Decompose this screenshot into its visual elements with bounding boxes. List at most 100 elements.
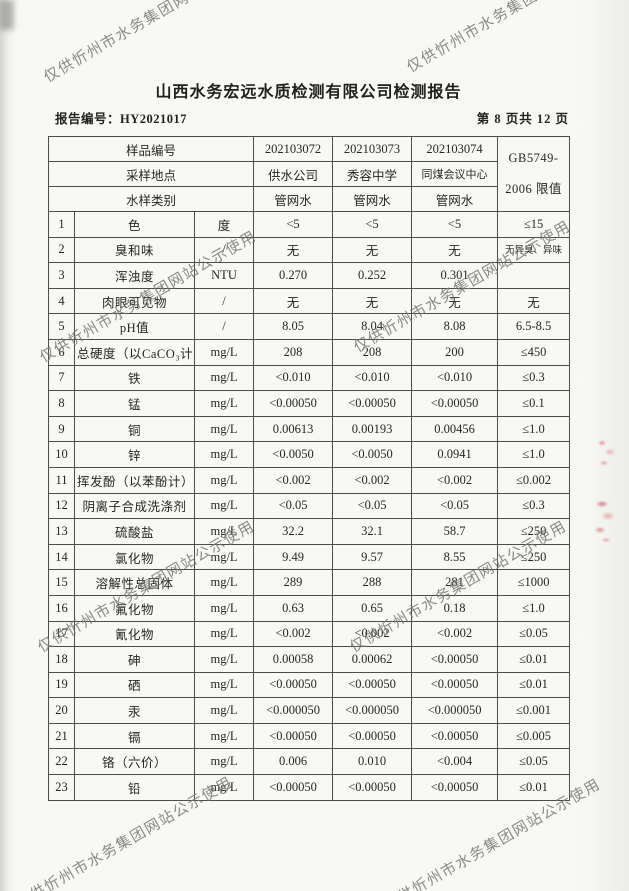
limit-value-cell-text: 无异臭、异味: [505, 246, 563, 257]
unit-cell: mg/L: [193, 492, 255, 520]
unit-cell: mg/L: [193, 390, 255, 417]
sample2-value-cell: <5: [332, 211, 413, 238]
table-row: 9 铜 mg/L 0.00613 0.00193 0.00456 ≤1.0: [48, 415, 571, 443]
row-number-cell: 4: [48, 287, 75, 315]
unit-cell: NTU: [193, 262, 255, 289]
sample1-value-cell-text: <5: [286, 216, 300, 231]
unit-cell-text: mg/L: [210, 523, 238, 538]
row-number-cell: 19: [48, 671, 75, 699]
sample2-value-cell: <0.0050: [332, 441, 413, 468]
row-number-cell: 23: [48, 774, 75, 801]
table-row: 16 氟化物 mg/L 0.63 0.65 0.18 ≤1.0: [48, 594, 571, 622]
table-row: 7 铁 mg/L <0.010 <0.010 <0.010 ≤0.3: [48, 364, 571, 392]
item-name-cell-text: 氰化物: [114, 628, 154, 643]
item-name-cell-text: 挥发酚（以苯酚计）: [77, 474, 195, 489]
unit-cell: mg/L: [193, 697, 255, 724]
unit-cell: /: [193, 287, 255, 315]
sample3-value-cell-text: 0.18: [443, 600, 466, 615]
sample3-value-cell-text: 8.08: [443, 319, 466, 334]
sample3-value-cell-text: <0.002: [436, 626, 473, 641]
item-name-cell: 色: [74, 211, 195, 238]
unit-cell-text: mg/L: [210, 498, 238, 513]
sample3-value-cell-text: <0.004: [436, 754, 473, 769]
row-number-cell-text: 2: [58, 242, 65, 257]
row-number-cell: 17: [48, 620, 75, 648]
item-name-cell-text: 汞: [127, 705, 141, 720]
row-number-cell-text: 17: [55, 626, 68, 641]
sample2-value-cell: <0.002: [332, 620, 413, 648]
sample2-value-cell: 8.04: [332, 313, 413, 340]
unit-cell-text: /: [222, 293, 226, 308]
sample2-value-cell: <0.00050: [332, 390, 413, 417]
sample3-value-cell: 0.301: [411, 262, 499, 289]
row-number-cell: 20: [48, 697, 75, 724]
item-name-cell-text: 氟化物: [114, 602, 154, 617]
sample1-value-cell-text: <0.002: [275, 626, 311, 641]
sample1-value-cell-text: <0.000050: [266, 703, 320, 718]
sample2-value-cell-text: 0.00193: [351, 421, 393, 436]
sample3-value-cell: 200: [411, 338, 499, 366]
unit-cell-text: mg/L: [210, 549, 238, 564]
scan-corner-artifact: [0, 0, 14, 30]
row-number-cell: 12: [48, 492, 75, 520]
sample3-value-cell-text: <0.05: [440, 498, 469, 513]
item-name-cell-text: 氯化物: [114, 551, 154, 566]
row-number-cell-text: 12: [55, 498, 68, 513]
limit-value-cell: ≤1000: [497, 569, 571, 596]
row-number-cell-text: 20: [55, 703, 68, 718]
limit-value-cell-text: 6.5-8.5: [515, 319, 552, 334]
sample3-value-cell: 58.7: [411, 518, 499, 545]
sample2-value-cell: 288: [332, 569, 413, 596]
sample2-value-cell-text: 288: [362, 575, 382, 590]
row-number-cell: 5: [48, 313, 75, 340]
limit-value-cell: ≤0.005: [497, 722, 571, 750]
table-row: 11 挥发酚（以苯酚计） mg/L <0.002 <0.002 <0.002 ≤0.002: [48, 466, 571, 494]
sample2-value-cell-text: <0.00050: [348, 728, 396, 743]
sample1-value-cell-text: <0.00050: [269, 395, 317, 410]
table-row: 13 硫酸盐 mg/L 32.2 32.1 58.7 ≤250: [48, 518, 571, 545]
sample3-value-cell-text: 0.0941: [437, 447, 472, 462]
unit-cell-text: mg/L: [210, 651, 238, 666]
limit-value-cell: ≤0.01: [497, 646, 571, 673]
sample2-value-cell: 208: [332, 338, 413, 366]
sample2-value-cell-text: 0.252: [357, 267, 387, 282]
header-row-location: 采样地点 供水公司 秀容中学 同煤会议中心: [47, 161, 570, 187]
sample-id-cell: 202103073: [332, 136, 413, 162]
item-name-cell-text: 铬（六价）: [101, 756, 167, 771]
sample1-value-cell-text: <0.010: [275, 370, 311, 385]
unit-cell: mg/L: [193, 338, 255, 366]
row-number-cell-text: 13: [55, 523, 68, 538]
limit-value-cell-text: ≤0.3: [522, 370, 545, 385]
sample2-value-cell: 0.65: [332, 594, 413, 622]
item-name-cell-text: 铅: [127, 781, 141, 796]
sample1-value-cell: <5: [253, 211, 334, 238]
row-number-cell: 8: [48, 390, 75, 417]
sample-location-cell: 供水公司: [253, 161, 334, 187]
unit-cell: /: [193, 236, 255, 264]
unit-cell: mg/L: [193, 415, 255, 443]
sample2-value-cell-text: <0.002: [354, 626, 390, 641]
sample2-value-cell: 无: [332, 287, 413, 315]
sample2-value-cell-text: <0.0050: [351, 447, 393, 462]
sample1-value-cell: <0.00050: [253, 390, 334, 417]
unit-cell: mg/L: [193, 774, 255, 801]
table-row: 23 铅 mg/L <0.00050 <0.00050 <0.00050 ≤0.01: [48, 774, 571, 801]
unit-cell-text: mg/L: [210, 779, 238, 794]
sample1-value-cell: <0.000050: [253, 697, 334, 724]
limit-value-cell: ≤250: [497, 518, 571, 545]
limit-value-cell: ≤15: [497, 211, 571, 238]
table-row: 18 砷 mg/L 0.00058 0.00062 <0.00050 ≤0.01: [48, 646, 571, 673]
page-title: 山西水务宏远水质检测有限公司检测报告: [155, 84, 462, 101]
unit-cell-text: /: [222, 319, 226, 334]
watermark-top-left: 仅供忻州市水务集团网站公示使用: [41, 0, 264, 87]
limit-value-cell: ≤250: [497, 543, 571, 571]
water-type-cell: 管网水: [253, 186, 334, 212]
sample1-value-cell: <0.00050: [253, 722, 334, 750]
unit-cell: /: [193, 313, 255, 340]
sample3-value-cell: 无: [411, 287, 499, 315]
water-type-cell: 管网水: [411, 186, 499, 212]
sample1-value-cell-text: <0.0050: [272, 447, 314, 462]
report-meta: 报告编号：HY2021017 第 8 页共 12 页: [55, 108, 569, 126]
sample3-value-cell: <0.010: [411, 364, 499, 392]
sample3-value-cell: <0.000050: [411, 697, 499, 724]
